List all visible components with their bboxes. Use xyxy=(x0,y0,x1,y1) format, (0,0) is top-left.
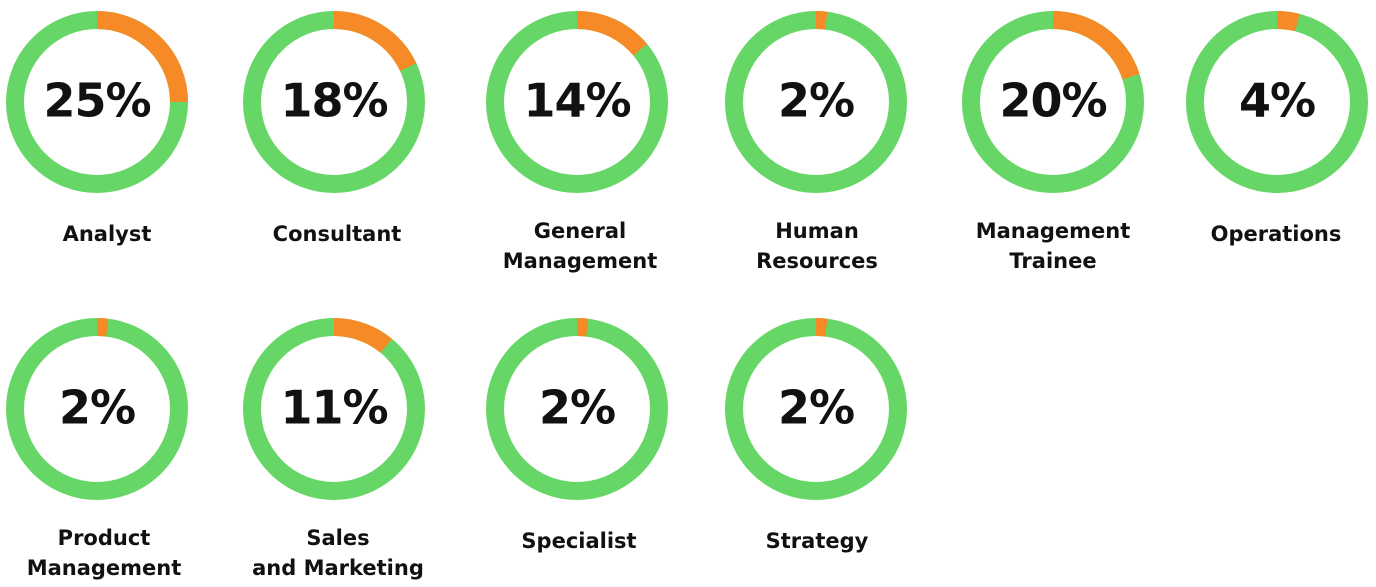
category-label: Human xyxy=(775,219,859,243)
category-label: Resources xyxy=(756,249,878,273)
value-label: 20% xyxy=(999,74,1106,128)
donut-segment xyxy=(96,318,109,337)
category-label: Product xyxy=(58,526,151,550)
category-label: and Marketing xyxy=(252,556,424,580)
category-label: Management xyxy=(27,556,182,580)
category-label: Strategy xyxy=(766,529,869,553)
donut-segment xyxy=(333,318,393,353)
category-label: Management xyxy=(976,219,1131,243)
value-label: 11% xyxy=(280,381,387,435)
donut-segment xyxy=(1276,11,1300,32)
value-label: 14% xyxy=(523,74,630,128)
value-label: 2% xyxy=(778,74,854,128)
value-label: 4% xyxy=(1239,74,1315,128)
donut-segment xyxy=(815,11,828,30)
donut-segment xyxy=(576,318,589,337)
category-label: Consultant xyxy=(273,222,402,246)
category-label: Operations xyxy=(1211,222,1342,246)
donut-segment xyxy=(815,318,828,337)
category-label: Specialist xyxy=(521,529,636,553)
category-label: Analyst xyxy=(63,222,152,246)
value-label: 2% xyxy=(539,381,615,435)
donut-segment xyxy=(333,11,417,72)
donut-segment xyxy=(576,11,648,56)
category-label: Trainee xyxy=(1009,249,1096,273)
value-label: 25% xyxy=(43,74,150,128)
value-label: 2% xyxy=(59,381,135,435)
category-label: Sales xyxy=(306,526,369,550)
donut-segment xyxy=(1052,11,1140,80)
value-label: 2% xyxy=(778,381,854,435)
category-label: Management xyxy=(503,249,658,273)
value-label: 18% xyxy=(280,74,387,128)
category-label: General xyxy=(534,219,626,243)
donut-segment xyxy=(96,11,188,103)
